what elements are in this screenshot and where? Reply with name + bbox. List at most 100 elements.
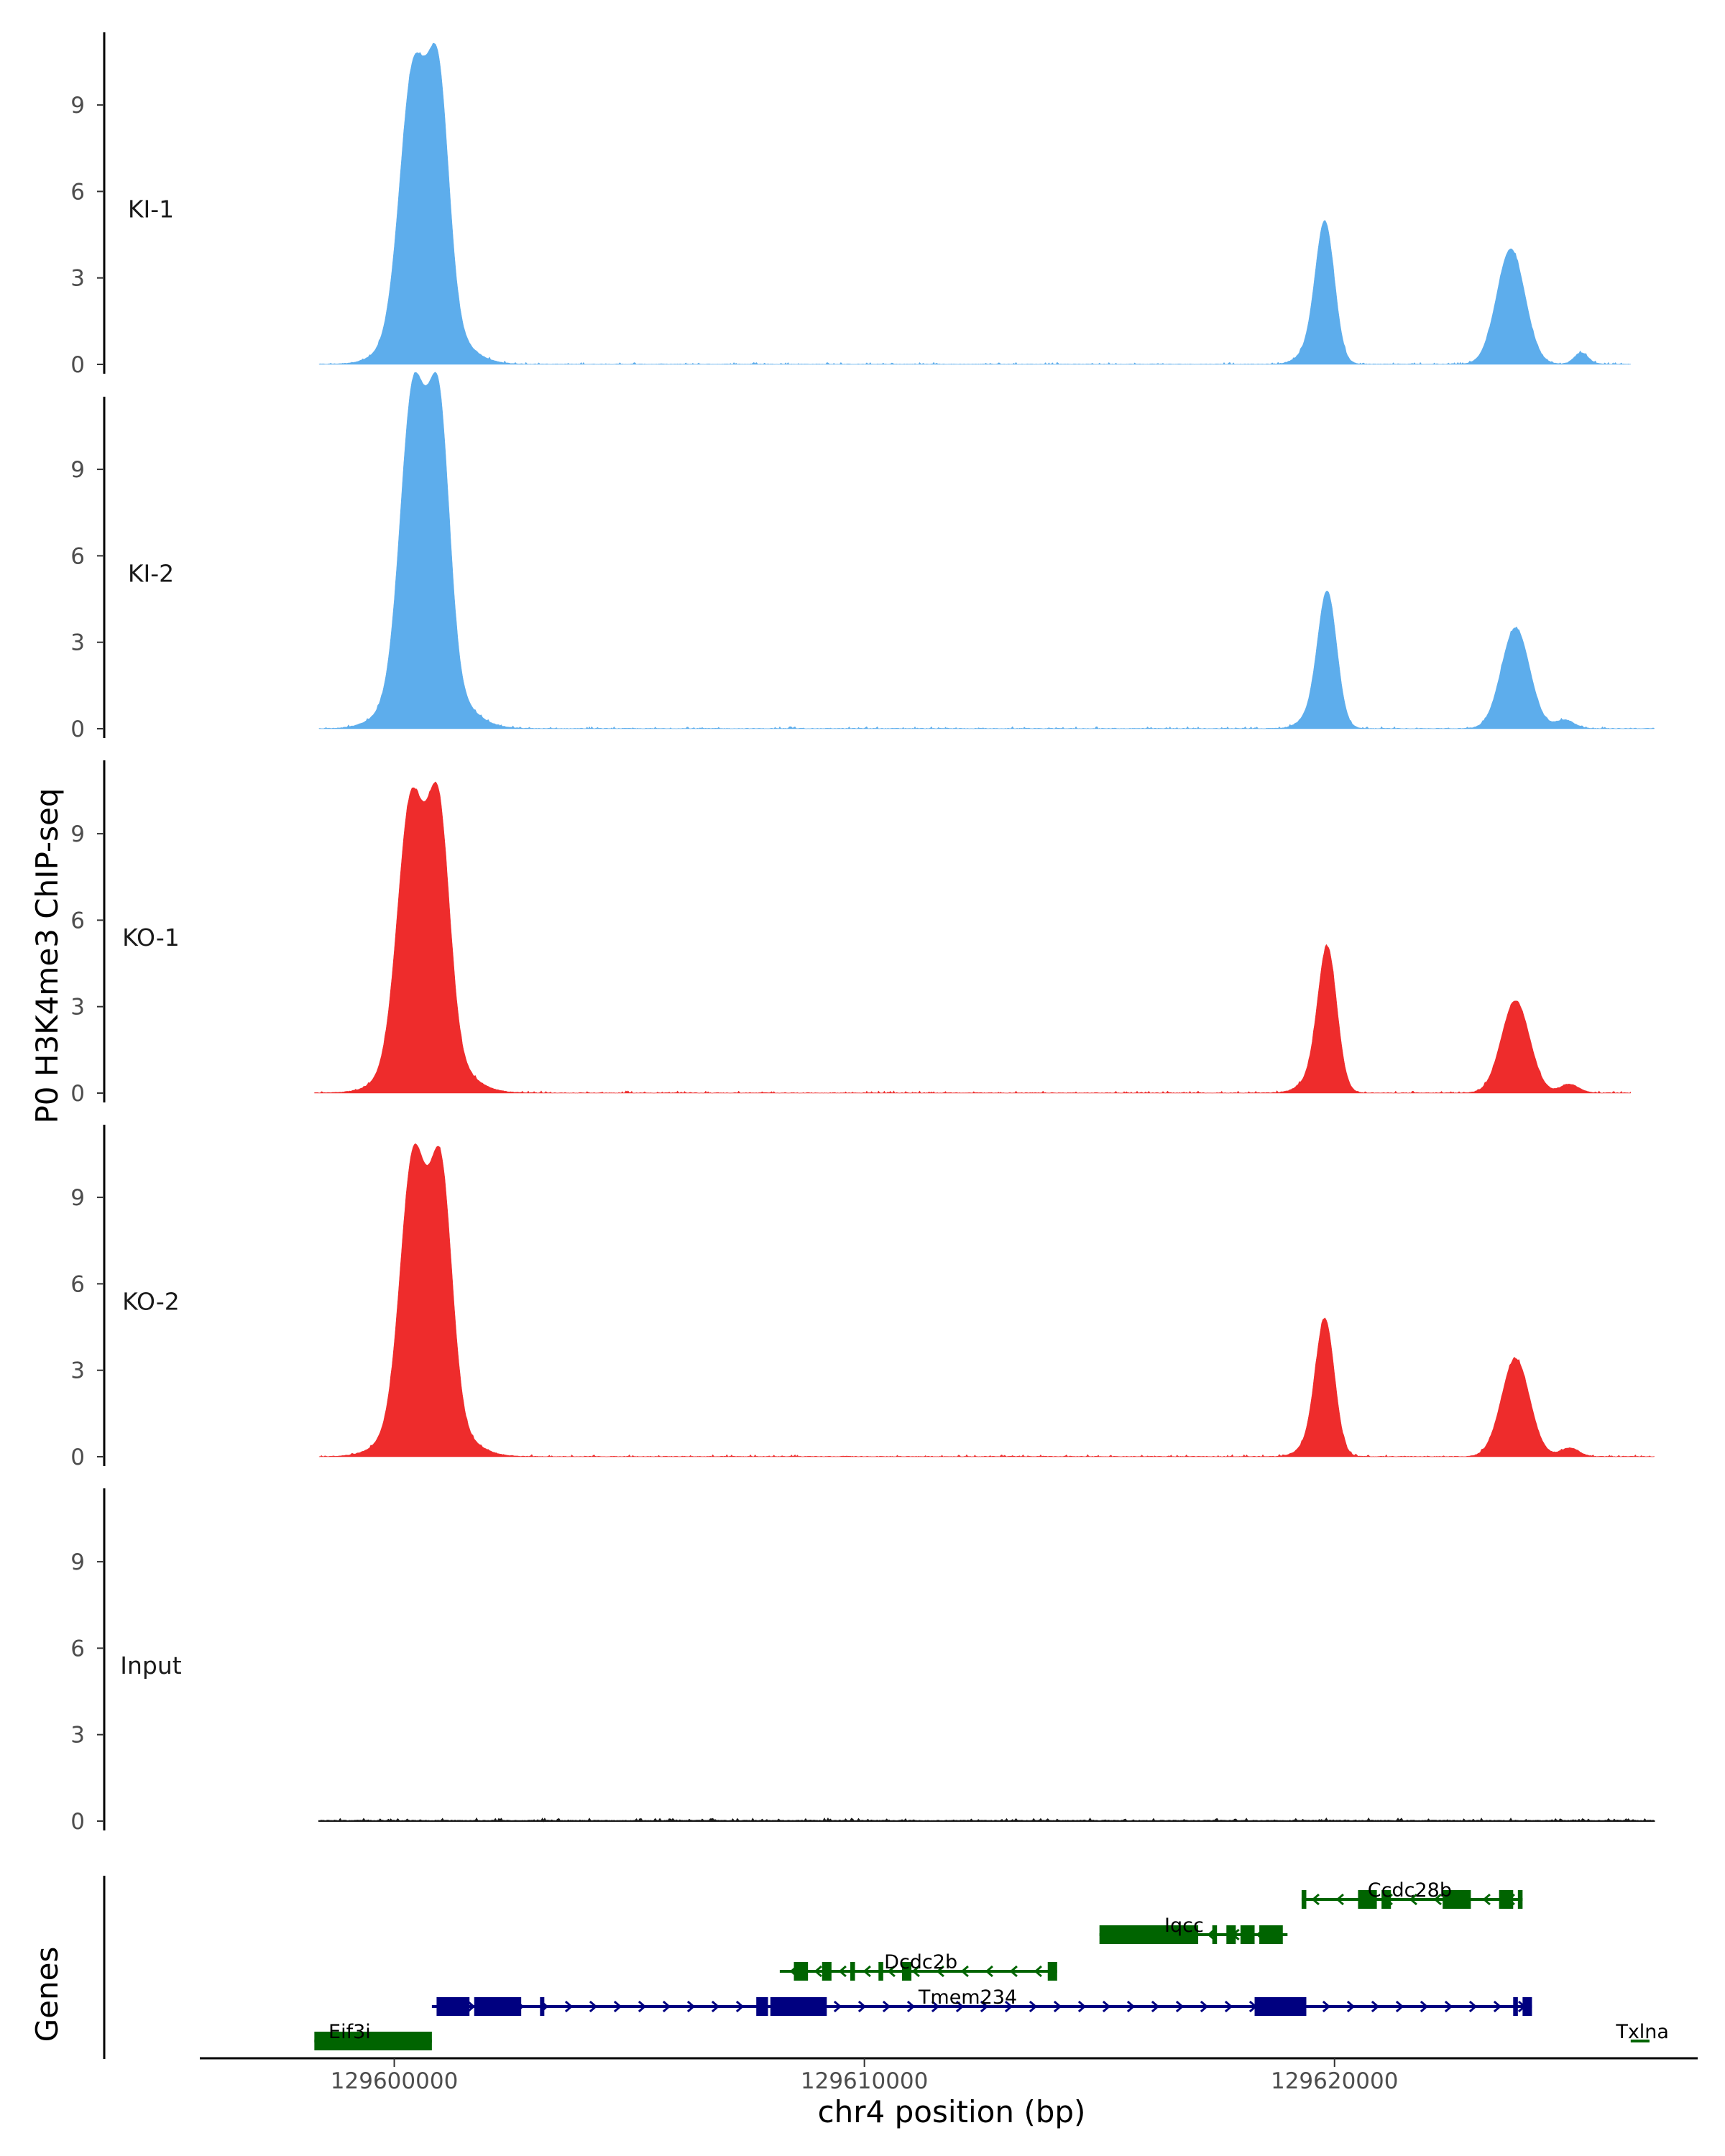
gene-iqcc: Iqcc: [1099, 1915, 1288, 1944]
gene-tmem234: Tmem234: [431, 1986, 1532, 2016]
strand-arrow: [466, 2000, 476, 2013]
track-label: KO-2: [122, 1288, 180, 1316]
strand-arrow: [931, 2000, 940, 2013]
strand-arrow: [814, 1965, 822, 1978]
genes-track-title: Genes: [29, 1947, 65, 2042]
exon: [1254, 1997, 1307, 2016]
strand-arrow: [1322, 2000, 1331, 2013]
exon: [822, 1962, 832, 1981]
exon: [1259, 1925, 1283, 1944]
strand-arrow: [857, 2000, 867, 2013]
strand-arrow: [1102, 2000, 1111, 2013]
exon: [1047, 1962, 1057, 1981]
signal-area-ki-1: [318, 42, 1632, 365]
exon: [436, 1997, 470, 2016]
y-tick-label: 6: [70, 908, 85, 934]
strand-arrow: [1004, 2000, 1013, 2013]
strand-arrow: [613, 2000, 622, 2013]
strand-arrow: [1420, 2000, 1429, 2013]
strand-arrow: [1482, 1893, 1491, 1906]
strand-arrow: [960, 1965, 969, 1978]
strand-arrow: [1468, 2000, 1478, 2013]
x-tick-label: 129610000: [801, 2068, 929, 2094]
exon: [1513, 1997, 1518, 2016]
track-ko-2: 0 3 6 9 KO-2: [70, 1125, 1655, 1470]
track-ki-2: 0 3 6 9 KI-2: [70, 372, 1655, 742]
strand-arrow: [1395, 2000, 1404, 2013]
exon: [1240, 1925, 1255, 1944]
y-tick-label: 6: [70, 179, 85, 205]
signal-area-ki-2: [318, 372, 1655, 729]
gene-label: Dcdc2b: [884, 1951, 957, 1973]
y-tick-label: 9: [70, 93, 85, 119]
y-tick-label: 9: [70, 821, 85, 847]
y-tick-label: 9: [70, 1549, 85, 1575]
y-axis-title: P0 H3K4me3 ChIP-seq: [29, 788, 65, 1123]
gene-dcdc2b: Dcdc2b: [779, 1951, 1057, 1981]
strand-arrow: [1053, 2000, 1062, 2013]
track-ki-1: 0 3 6 9 KI-1: [70, 32, 1632, 378]
strand-arrow: [985, 1965, 993, 1978]
strand-arrow: [1175, 2000, 1184, 2013]
exon: [1358, 1890, 1377, 1909]
strand-arrow: [862, 1965, 871, 1978]
strand-arrow: [638, 2000, 647, 2013]
exon: [794, 1962, 809, 1981]
exon: [1212, 1925, 1218, 1944]
strand-arrow: [589, 2000, 598, 2013]
exon: [1226, 1925, 1236, 1944]
y-tick-label: 6: [70, 1636, 85, 1662]
y-tick-label: 3: [70, 1723, 85, 1749]
strand-arrow: [838, 1965, 847, 1978]
gene-eif3i: Eif3i: [314, 2021, 432, 2050]
exon: [1517, 1890, 1523, 1909]
strand-arrow: [1009, 1965, 1018, 1978]
signal-area-ko-2: [318, 1143, 1655, 1457]
strand-arrow: [980, 2000, 989, 2013]
exon: [1522, 1997, 1532, 2016]
strand-arrow: [882, 2000, 891, 2013]
gene-ccdc28b: Ccdc28b: [1301, 1879, 1523, 1909]
strand-arrow: [564, 2000, 574, 2013]
x-tick-label: 129600000: [331, 2068, 459, 2094]
strand-arrow: [686, 2000, 696, 2013]
strand-arrow: [1126, 2000, 1136, 2013]
track-label: KI-1: [128, 195, 174, 224]
track-ko-1: 0 3 6 9 KO-1: [70, 760, 1632, 1107]
exon: [878, 1962, 883, 1981]
exon: [1381, 1890, 1392, 1909]
y-tick-label: 3: [70, 266, 85, 292]
strand-arrow: [887, 1965, 896, 1978]
strand-arrow: [1311, 1893, 1320, 1906]
strand-arrow: [1433, 1893, 1442, 1906]
exon: [314, 2032, 432, 2050]
strand-arrow: [1034, 1965, 1042, 1978]
axes-layer: 129600000 129610000 129620000: [103, 1876, 1698, 2094]
strand-arrow: [1224, 2000, 1233, 2013]
strand-arrow: [711, 2000, 720, 2013]
y-tick-label: 0: [70, 1809, 85, 1835]
y-tick-label: 3: [70, 1358, 85, 1384]
y-tick-label: 0: [70, 352, 85, 378]
strand-arrow: [735, 2000, 745, 2013]
y-tick-label: 3: [70, 995, 85, 1021]
exon: [901, 1962, 912, 1981]
strand-arrow: [1493, 2000, 1502, 2013]
strand-arrow: [1371, 2000, 1380, 2013]
exon: [1099, 1925, 1199, 1944]
y-tick-label: 3: [70, 630, 85, 656]
track-label: Input: [120, 1651, 182, 1680]
gene-label: Eif3i: [328, 2021, 371, 2043]
strand-arrow: [1151, 2000, 1160, 2013]
exon: [474, 1997, 522, 2016]
x-axis-title: chr4 position (bp): [818, 2094, 1086, 2129]
y-tick-label: 9: [70, 457, 85, 483]
exon: [1499, 1890, 1514, 1909]
x-tick-label: 129620000: [1271, 2068, 1399, 2094]
strand-arrow: [906, 2000, 916, 2013]
gene-label: Iqcc: [1164, 1915, 1204, 1937]
strand-arrow: [911, 1965, 920, 1978]
y-tick-label: 6: [70, 1271, 85, 1297]
strand-arrow: [1409, 1893, 1417, 1906]
